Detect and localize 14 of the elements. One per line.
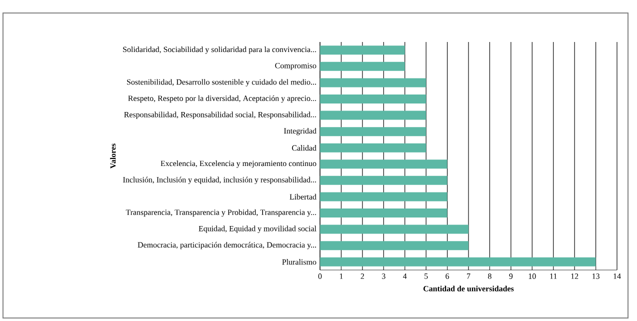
bar — [320, 176, 448, 185]
bar — [320, 224, 469, 234]
bar — [320, 208, 448, 218]
bar — [320, 46, 405, 55]
bar — [320, 257, 596, 266]
bar — [320, 78, 426, 88]
bar — [320, 192, 448, 202]
bar — [320, 127, 426, 136]
bar — [320, 62, 405, 71]
bar — [320, 241, 469, 250]
bar — [320, 110, 426, 120]
bar — [320, 160, 448, 169]
bar — [320, 94, 426, 104]
bar — [320, 143, 426, 152]
